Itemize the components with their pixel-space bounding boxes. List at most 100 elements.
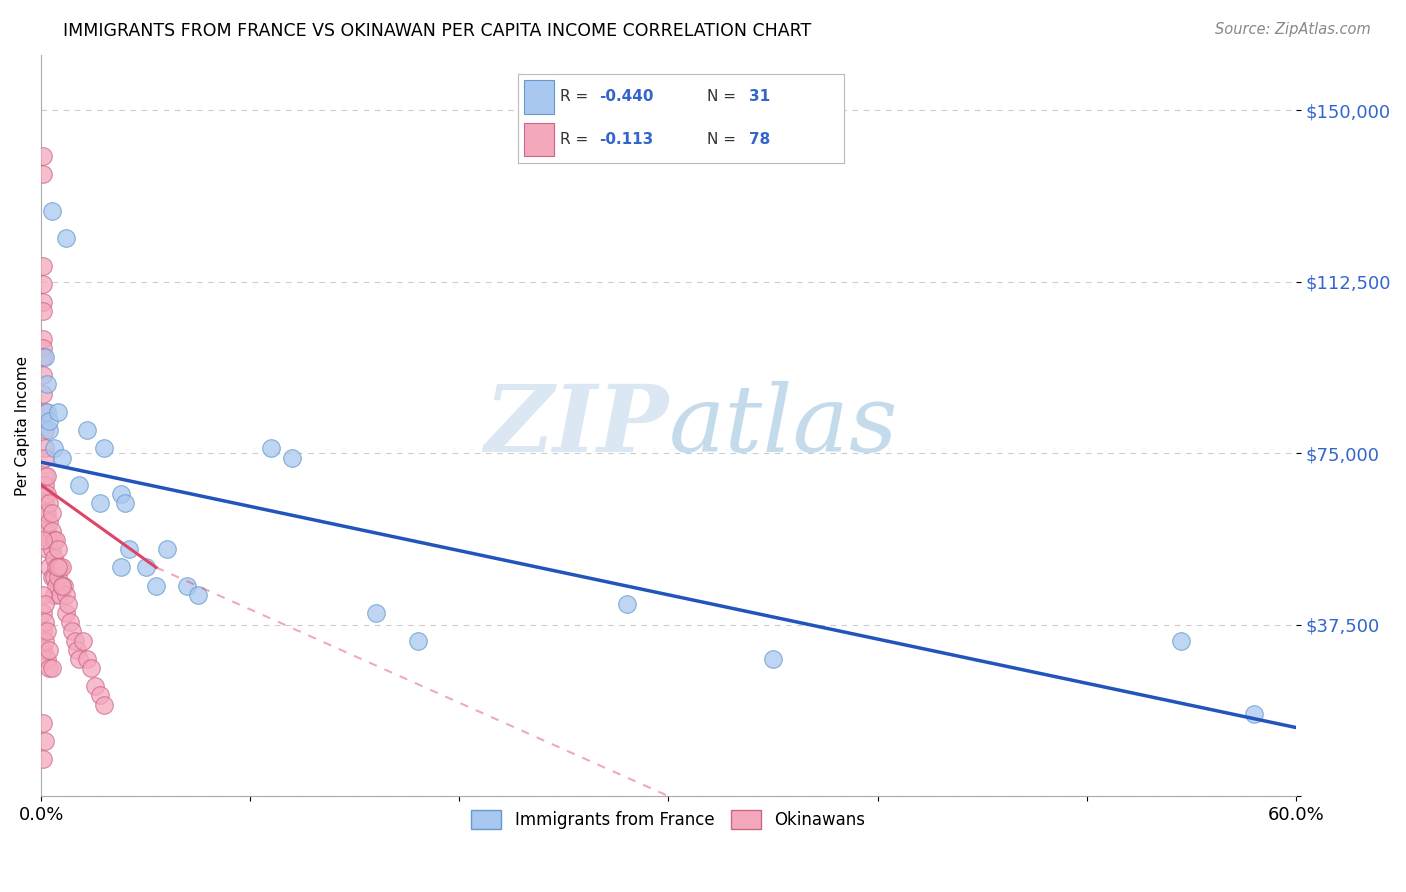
Point (38, 560, 60, 574)
Point (38, 496, 60, 510)
Point (63, 633, 86, 648)
Point (32, 386, 55, 401)
Point (38, 414, 60, 428)
Point (53, 579, 76, 593)
Point (616, 597, 638, 611)
Point (38, 515, 60, 529)
Point (110, 487, 132, 501)
Point (37, 506, 59, 520)
Point (93, 698, 115, 712)
Point (42, 588, 65, 602)
Point (41, 569, 63, 583)
Point (34, 450, 56, 465)
Point (42, 551, 65, 566)
Point (37, 377, 59, 392)
Point (41, 661, 63, 675)
Point (34, 496, 56, 510)
Point (32, 642, 55, 657)
Point (51, 450, 73, 465)
Point (42, 569, 65, 583)
Point (114, 496, 136, 510)
Point (1243, 706, 1265, 721)
Text: Source: ZipAtlas.com: Source: ZipAtlas.com (1215, 22, 1371, 37)
Point (67, 478, 90, 492)
Text: atlas: atlas (668, 381, 898, 471)
Point (37, 652, 59, 666)
Point (281, 450, 304, 465)
Point (46, 569, 69, 583)
Point (80, 661, 103, 675)
Point (762, 652, 785, 666)
Point (51, 579, 73, 593)
Point (45, 579, 67, 593)
Point (37, 624, 59, 639)
Point (1170, 633, 1192, 648)
Point (41, 524, 63, 538)
Point (89, 689, 111, 703)
Point (34, 633, 56, 648)
Point (34, 734, 56, 748)
Point (34, 442, 56, 456)
Point (37, 487, 59, 501)
Point (118, 542, 141, 557)
Point (364, 606, 387, 620)
Point (32, 167, 55, 181)
Point (34, 423, 56, 437)
Point (62, 624, 84, 639)
Point (34, 469, 56, 483)
Point (37, 524, 59, 538)
Point (38, 423, 60, 437)
Point (45, 533, 67, 547)
Text: IMMIGRANTS FROM FRANCE VS OKINAWAN PER CAPITA INCOME CORRELATION CHART: IMMIGRANTS FROM FRANCE VS OKINAWAN PER C… (63, 22, 811, 40)
Point (51, 560, 73, 574)
Point (32, 332, 55, 346)
Point (34, 478, 56, 492)
Point (55, 588, 77, 602)
Point (41, 203, 63, 218)
Point (155, 542, 177, 557)
Point (46, 560, 69, 574)
Point (32, 149, 55, 163)
Point (58, 597, 80, 611)
Point (32, 368, 55, 383)
Point (32, 606, 55, 620)
Point (32, 304, 55, 318)
Point (55, 606, 77, 620)
Point (34, 506, 56, 520)
Point (32, 588, 55, 602)
Point (41, 506, 63, 520)
Point (76, 652, 98, 666)
Point (32, 277, 55, 291)
Point (32, 259, 55, 273)
Point (59, 615, 82, 630)
Point (49, 560, 72, 574)
Point (32, 752, 55, 766)
Point (51, 579, 73, 593)
Point (406, 633, 429, 648)
Point (72, 633, 94, 648)
Point (38, 533, 60, 547)
Legend: Immigrants from France, Okinawans: Immigrants from France, Okinawans (465, 804, 872, 836)
Point (38, 642, 60, 657)
Point (93, 442, 115, 456)
Point (34, 615, 56, 630)
Point (76, 423, 98, 437)
Point (37, 542, 59, 557)
Point (187, 588, 209, 602)
Point (34, 350, 56, 364)
Point (45, 560, 67, 574)
Y-axis label: Per Capita Income: Per Capita Income (15, 356, 30, 496)
Point (46, 542, 69, 557)
Point (46, 405, 69, 419)
Point (67, 652, 90, 666)
Point (66, 642, 89, 657)
Point (260, 442, 283, 456)
Point (176, 579, 198, 593)
Point (110, 560, 132, 574)
Point (34, 405, 56, 419)
Point (41, 542, 63, 557)
Point (32, 624, 55, 639)
Point (32, 295, 55, 310)
Point (42, 442, 65, 456)
Point (84, 679, 107, 693)
